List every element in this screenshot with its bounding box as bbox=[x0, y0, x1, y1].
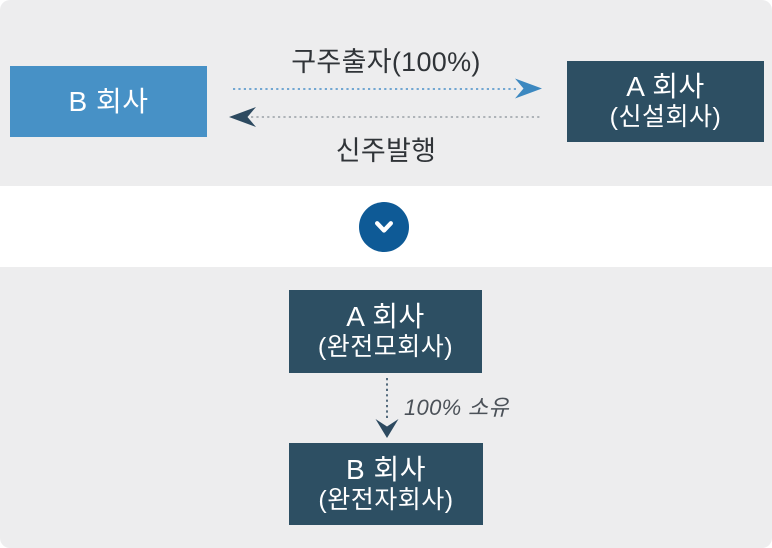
subsidiary-company-box: B 회사 (완전자회사) bbox=[289, 443, 483, 525]
chevron-down-circle bbox=[359, 202, 409, 252]
company-a-name: A 회사 bbox=[626, 71, 705, 103]
chevron-down-icon bbox=[375, 221, 393, 233]
arrow-down-icon bbox=[375, 419, 399, 438]
capital-contribution-label: 구주출자(100%) bbox=[291, 47, 481, 77]
ownership-label: 100% 소유 bbox=[404, 395, 509, 420]
company-a-subtitle: (신설회사) bbox=[609, 103, 722, 132]
company-b-label: B 회사 bbox=[68, 85, 149, 117]
parent-company-subtitle: (완전모회사) bbox=[317, 333, 454, 362]
subsidiary-company-name: B 회사 bbox=[346, 453, 426, 485]
arrow-left-icon bbox=[229, 107, 256, 127]
company-b-box-before: B 회사 bbox=[10, 66, 207, 137]
parent-company-box: A 회사 (완전모회사) bbox=[289, 290, 482, 373]
subsidiary-company-subtitle: (완전자회사) bbox=[318, 485, 454, 514]
parent-company-name: A 회사 bbox=[346, 301, 425, 333]
arrow-right-icon bbox=[515, 78, 542, 99]
new-share-issue-label: 신주발행 bbox=[335, 136, 437, 166]
company-a-box-before: A 회사 (신설회사) bbox=[567, 61, 764, 142]
